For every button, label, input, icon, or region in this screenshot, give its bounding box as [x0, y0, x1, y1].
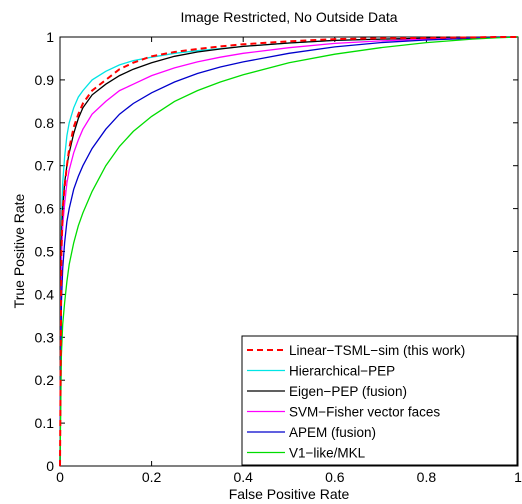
legend-label: SVM−Fisher vector faces: [289, 405, 440, 420]
y-tick-label: 0.2: [35, 372, 55, 388]
legend-label: Linear−TSML−sim (this work): [289, 343, 465, 358]
x-tick-label: 0.2: [142, 469, 162, 485]
x-tick-label: 0.6: [325, 469, 345, 485]
x-tick-label: 0: [56, 469, 64, 485]
x-tick-label: 1: [514, 469, 522, 485]
roc-curve-v1-like-mkl: [59, 36, 519, 467]
y-tick-label: 1: [46, 29, 54, 45]
legend-label: APEM (fusion): [289, 425, 376, 440]
chart-title: Image Restricted, No Outside Data: [180, 9, 397, 25]
roc-curve-linear-tsml-sim-this-work: [59, 36, 518, 467]
legend-label: V1−like/MKL: [289, 446, 366, 461]
axis-ticks: 0 0.2 0.4 0.6 0.8 1 0 0.1 0.2 0.3 0.4 0.5 0.6 0.7 0.8 0…: [35, 29, 522, 485]
legend-label: Hierarchical−PEP: [289, 364, 395, 379]
y-tick-label: 0.4: [35, 286, 55, 302]
y-tick-label: 0.5: [35, 244, 55, 260]
x-axis-label: False Positive Rate: [229, 486, 350, 502]
y-tick-label: 0.3: [35, 329, 55, 345]
y-tick-label: 0: [46, 458, 54, 474]
legend: Linear−TSML−sim (this work) Hierarchical−…: [241, 335, 518, 466]
legend-label: Eigen−PEP (fusion): [289, 384, 407, 399]
legend-box: [241, 335, 518, 466]
x-tick-label: 0.4: [233, 469, 253, 485]
roc-curve-apem-fusion: [59, 36, 519, 467]
roc-curves: [59, 36, 519, 467]
x-tick-label: 0.8: [417, 469, 437, 485]
y-tick-label: 0.9: [35, 72, 55, 88]
y-tick-label: 0.7: [35, 158, 55, 174]
y-tick-label: 0.6: [35, 201, 55, 217]
roc-curve-svm-fisher-vector-faces: [59, 36, 519, 467]
y-axis-label: True Positive Rate: [11, 193, 27, 308]
y-tick-label: 0.8: [35, 115, 55, 131]
y-tick-label: 0.1: [35, 415, 55, 431]
